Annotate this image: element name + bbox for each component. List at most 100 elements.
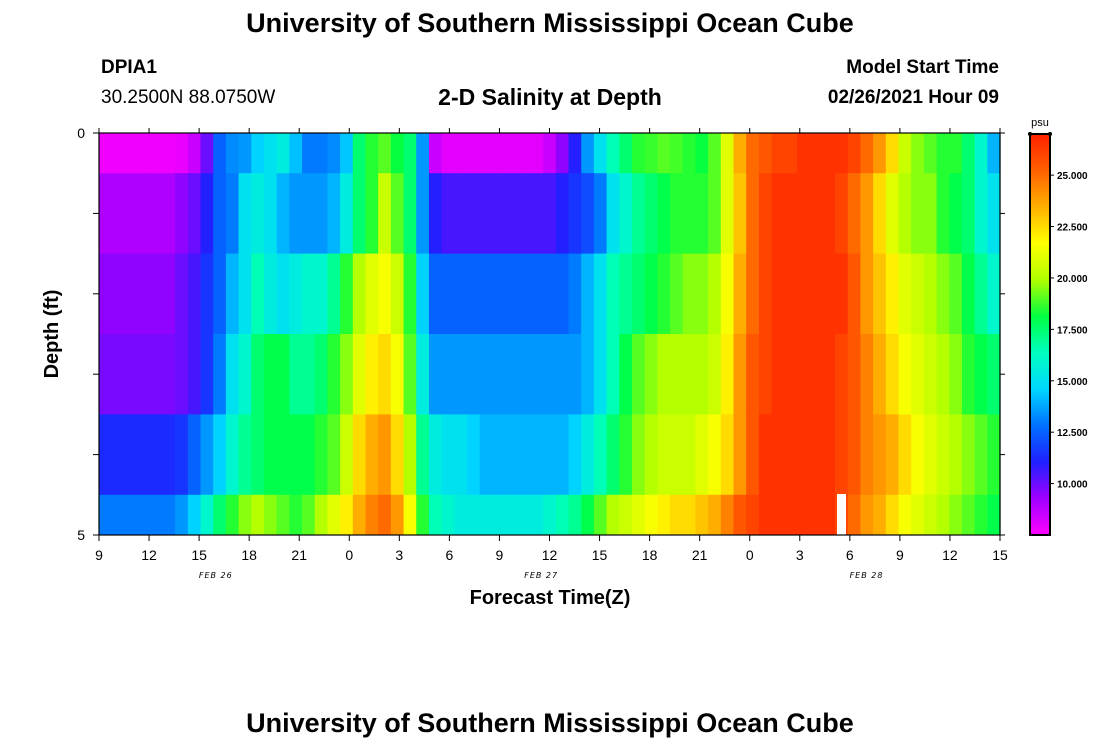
heatmap-cell (492, 494, 506, 536)
heatmap-cell (428, 173, 443, 254)
heatmap-cell (961, 334, 976, 415)
colorbar-tick-label: 22.500 (1057, 223, 1088, 234)
x-axis-label: Forecast Time(Z) (470, 587, 631, 609)
heatmap-cell (479, 253, 493, 335)
heatmap-cell (695, 334, 709, 415)
heatmap-cell (784, 253, 798, 335)
heatmap-cell (263, 253, 278, 335)
heatmap-cell (555, 494, 570, 536)
heatmap-cell (390, 253, 405, 335)
heatmap-cell (289, 334, 303, 415)
heatmap-cell (416, 334, 430, 415)
heatmap-cell (593, 414, 608, 496)
heatmap-cell (796, 253, 811, 335)
heatmap-cell (378, 414, 392, 496)
heatmap-cell (847, 414, 862, 496)
heatmap-cell (378, 253, 392, 335)
heatmap-cell (695, 133, 709, 174)
heatmap-cell (99, 173, 113, 254)
heatmap-cell (263, 334, 278, 415)
heatmap-cell (162, 414, 176, 496)
heatmap-cell (771, 253, 785, 335)
heatmap-cell (771, 334, 785, 415)
heatmap-cell (936, 334, 950, 415)
heatmap-cell (923, 334, 938, 415)
heatmap-cell (492, 414, 506, 496)
heatmap-cell (822, 414, 836, 496)
heatmap-cell (302, 173, 316, 254)
heatmap-cell (175, 173, 189, 254)
heatmap-cell (378, 173, 392, 254)
colorbar-tick-label: 25.000 (1057, 171, 1088, 182)
heatmap-cell (835, 334, 849, 415)
heatmap-cell (784, 494, 798, 536)
heatmap-cell (606, 253, 620, 335)
heatmap-cell (911, 173, 925, 254)
heatmap-cell (441, 414, 455, 496)
heatmap-cell (479, 414, 493, 496)
heatmap-cell (289, 253, 303, 335)
heatmap-cell (403, 253, 417, 335)
heatmap-cell (771, 173, 785, 254)
heatmap-cell (860, 253, 874, 335)
x-tick-label: 18 (241, 547, 257, 563)
x-tick-label: 6 (846, 547, 854, 563)
heatmap-cell (746, 173, 760, 254)
heatmap-cell (467, 133, 481, 174)
heatmap-cell (289, 133, 303, 174)
heatmap-cell (530, 133, 544, 174)
heatmap-cell (505, 173, 519, 254)
heatmap-cell (847, 173, 862, 254)
heatmap-cell (99, 334, 113, 415)
heatmap-cell (137, 494, 151, 536)
x-tick-label: 12 (942, 547, 958, 563)
heatmap-cell (936, 253, 950, 335)
heatmap-cell (771, 133, 785, 174)
heatmap-cell (276, 334, 290, 415)
heatmap-cell (695, 173, 709, 254)
heatmap-cell (340, 133, 354, 174)
heatmap-cell (631, 173, 646, 254)
heatmap-cell (340, 253, 354, 335)
heatmap-cell (530, 253, 544, 335)
heatmap-cell (162, 494, 176, 536)
heatmap-cell (276, 173, 290, 254)
heatmap-cell (809, 414, 823, 496)
chart-subtitle: 2-D Salinity at Depth (438, 84, 662, 110)
x-tick-label: 15 (992, 547, 1008, 563)
heatmap-cell (720, 253, 735, 335)
heatmap-cell (746, 334, 760, 415)
x-tick-label: 3 (395, 547, 403, 563)
heatmap-cell (314, 494, 329, 536)
y-tick-label: 0 (77, 125, 85, 141)
heatmap-cell (898, 173, 912, 254)
heatmap-cell (378, 334, 392, 415)
heatmap-cell (974, 253, 988, 335)
page-title: University of Southern Mississippi Ocean… (246, 8, 854, 38)
heatmap-cell (758, 173, 773, 254)
heatmap-cell (720, 133, 735, 174)
heatmap-cell (99, 414, 113, 496)
heatmap-cell (708, 133, 722, 174)
heatmap-cell (657, 414, 671, 496)
heatmap-cell (327, 494, 341, 536)
heatmap-cell (124, 133, 138, 174)
heatmap-cell (809, 253, 823, 335)
heatmap-cell (593, 494, 608, 536)
heatmap-cell (949, 173, 963, 254)
heatmap-cell (187, 334, 202, 415)
heatmap-cell (352, 173, 367, 254)
heatmap-cell (784, 133, 798, 174)
heatmap-cell (885, 133, 900, 174)
heatmap-cell (974, 494, 988, 536)
heatmap-cell (441, 173, 455, 254)
heatmap-cell (619, 173, 633, 254)
heatmap-cell (530, 334, 544, 415)
heatmap-cell (276, 253, 290, 335)
heatmap-cell (720, 173, 735, 254)
heatmap-cell (454, 173, 468, 254)
heatmap-cell (593, 253, 608, 335)
heatmap-cell (352, 334, 367, 415)
heatmap-cell (835, 173, 849, 254)
heatmap-cell (111, 414, 125, 496)
